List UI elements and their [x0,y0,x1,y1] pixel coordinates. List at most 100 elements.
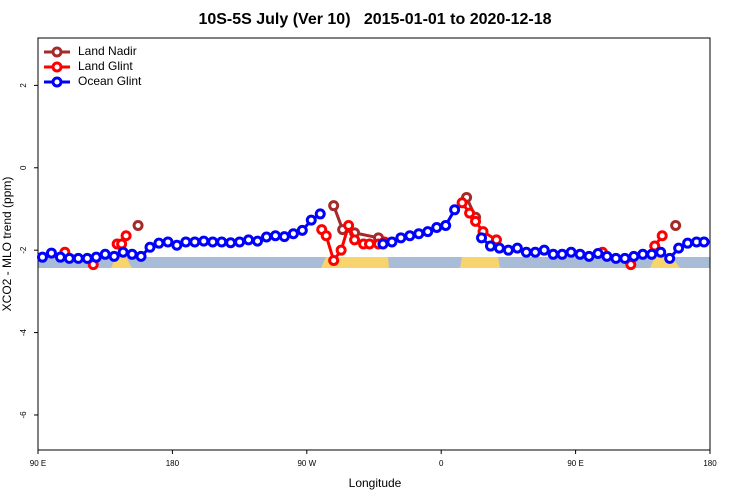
x-tick-label: 90 W [297,459,316,468]
point [72,252,84,264]
point [126,248,138,260]
x-tick-label: 90 E [567,459,583,468]
point [171,239,183,251]
point [320,230,332,242]
point [664,252,676,264]
y-tick-label: -4 [19,328,28,336]
point [476,232,488,244]
y-axis-label: XCO2 - MLO trend (ppm) [0,177,14,312]
point [395,232,407,244]
point [269,230,281,242]
point [108,250,120,262]
point [328,254,340,266]
x-tick-label: 180 [166,459,180,468]
point [116,238,128,250]
y-tick-label: -2 [19,246,28,254]
point [698,236,710,248]
point [556,248,568,260]
point [162,236,174,248]
legend-marker [51,46,63,58]
x-axis-label: Longitude [349,476,402,490]
point [180,236,192,248]
point [207,236,219,248]
point [99,248,111,260]
point [132,219,144,231]
point [440,219,452,231]
point [328,200,340,212]
legend-marker [51,61,63,73]
point [377,238,389,250]
point [189,236,201,248]
point [502,244,514,256]
point [529,246,541,258]
point [120,230,132,242]
point [296,224,308,236]
point [511,242,523,254]
land-patch [460,257,500,268]
point [364,238,376,250]
point [198,235,210,247]
point [637,248,649,260]
point [646,248,658,260]
x-tick-label: 180 [703,459,717,468]
point [493,242,505,254]
point [153,237,165,249]
point [413,228,425,240]
point [216,236,228,248]
point [673,242,685,254]
point [449,204,461,216]
y-tick-label: 2 [19,83,28,88]
point [670,219,682,231]
point [470,215,482,227]
point [655,246,667,258]
point [343,219,355,231]
point [628,250,640,262]
point [610,252,622,264]
point [287,228,299,240]
point [349,234,361,246]
point [90,251,102,263]
point [592,247,604,259]
point [54,251,66,263]
point [619,252,631,264]
point [314,208,326,220]
point [225,237,237,249]
chart-title: 10S-5S July (Ver 10) 2015-01-01 to 2020-… [198,11,551,28]
legend-label: Land Glint [78,59,133,73]
point [520,246,532,258]
x-tick-label: 0 [439,459,444,468]
point [234,236,246,248]
point [135,250,147,262]
point [63,252,75,264]
point [243,234,255,246]
point [278,231,290,243]
point [252,235,264,247]
point [456,197,468,209]
point [565,246,577,258]
point [682,237,694,249]
point [422,226,434,238]
point [305,214,317,226]
point [484,240,496,252]
point [583,250,595,262]
point [656,230,668,242]
y-tick-label: -6 [19,411,28,419]
point [386,236,398,248]
point [431,222,443,234]
point [538,244,550,256]
point [36,251,48,263]
point [117,246,129,258]
y-tick-label: 0 [19,165,28,170]
point [81,252,93,264]
point [547,248,559,260]
x-tick-label: 90 E [30,459,46,468]
point [404,230,416,242]
point [601,250,613,262]
point [45,247,57,259]
point [144,241,156,253]
legend-marker [51,76,63,88]
point [464,207,476,219]
legend-label: Ocean Glint [78,74,142,88]
point [335,244,347,256]
